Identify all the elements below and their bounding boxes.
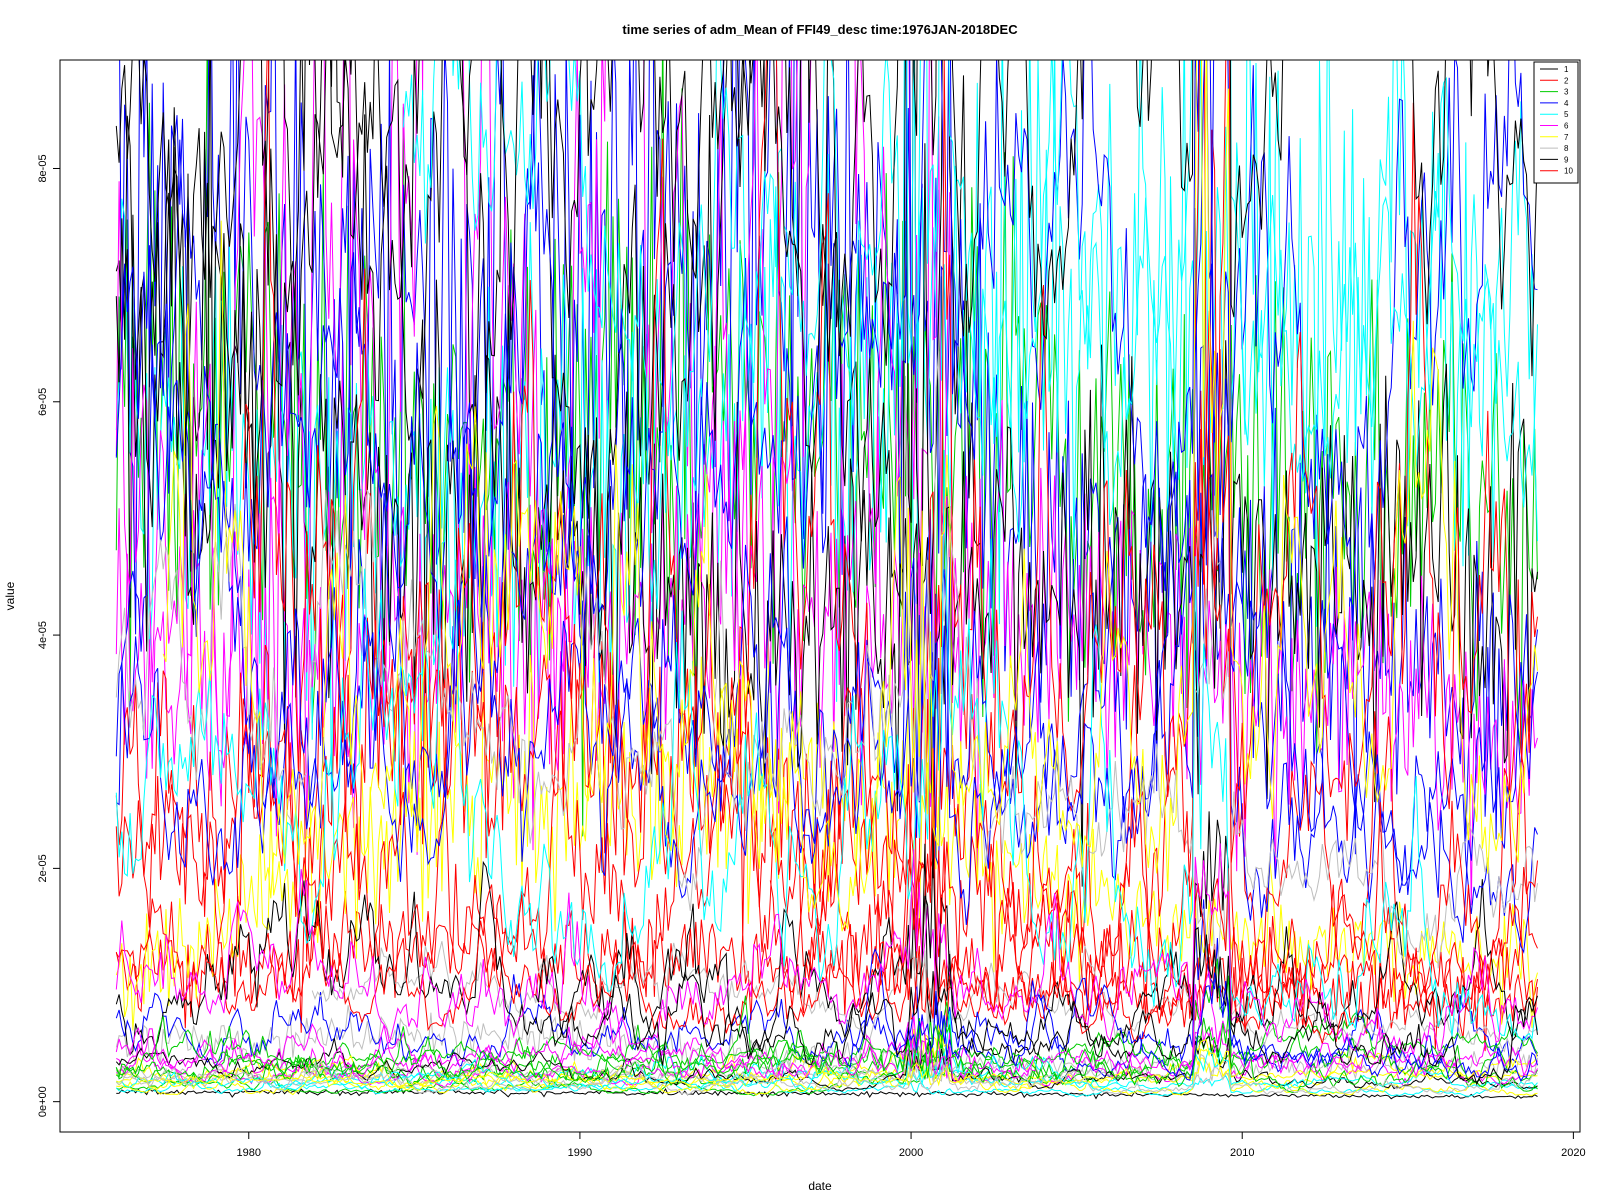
series-line-4 [119,60,1538,855]
legend-label: 8 [1564,144,1569,153]
x-tick-label: 1990 [568,1147,592,1159]
series-line-15 [115,1028,1538,1093]
legend-label: 6 [1564,122,1569,131]
legend-label: 7 [1564,133,1569,142]
series-line-38 [115,1001,1538,1086]
x-tick-label: 2000 [899,1147,923,1159]
legend-label: 3 [1564,88,1569,97]
series-line-18 [115,60,1538,1029]
series-line-48 [115,1060,1538,1096]
legend-label: 9 [1564,155,1569,164]
legend: 1 2 3 4 5 6 7 8 9 10 [1533,61,1579,184]
legend-label: 4 [1564,99,1569,108]
series-line-44 [844,947,1538,1082]
series-line-39 [116,1039,1538,1089]
series-line-17 [115,60,981,681]
y-tick-label: 0e+00 [37,1086,49,1117]
series-line-9 [115,60,1538,887]
series-line-47 [162,60,1538,932]
series-line-46 [115,843,1538,1055]
legend-label: 10 [1564,167,1573,176]
x-axis-label: date [808,1179,832,1193]
y-tick-label: 2e-05 [37,854,49,882]
series-line-42 [769,349,1538,1026]
series-line-25 [115,811,1538,1064]
legend-box [1533,61,1579,184]
series-line-10 [115,563,1538,1035]
y-tick-label: 6e-05 [37,388,49,416]
series-line-45 [115,449,1538,1041]
series-line-22 [116,1024,749,1079]
series-line-26 [115,868,1348,1044]
series-line-2 [115,863,1538,1052]
y-axis: 0e+00 2e-05 4e-05 6e-05 8e-05 [37,154,61,1117]
chart-title: time series of adm_Mean of FFI49_desc ti… [622,22,1018,37]
x-tick-label: 1980 [237,1147,261,1159]
y-axis-label: value [3,581,17,610]
series-line-14 [115,60,959,771]
series-line-16 [311,865,1538,1057]
series-line-43 [115,995,1538,1094]
legend-label: 1 [1564,65,1569,74]
series-line-35 [116,1018,1149,1087]
series-line-21 [402,60,1538,610]
series-line-49 [535,843,1538,1086]
x-tick-label: 2020 [1561,1147,1585,1159]
series-layer [115,60,1538,1100]
series-line-34 [242,60,1538,930]
legend-label: 5 [1564,110,1569,119]
x-tick-label: 2010 [1230,1147,1254,1159]
legend-label: 2 [1564,76,1569,85]
series-line-8 [115,1005,1538,1085]
y-tick-label: 4e-05 [37,621,49,649]
y-tick-label: 8e-05 [37,154,49,182]
series-line-6 [115,341,1538,906]
series-line-1 [116,1085,1538,1100]
x-axis: 1980 1990 2000 2010 2020 [237,1131,1586,1159]
series-line-41 [115,60,1538,473]
series-line-40 [115,351,1538,969]
